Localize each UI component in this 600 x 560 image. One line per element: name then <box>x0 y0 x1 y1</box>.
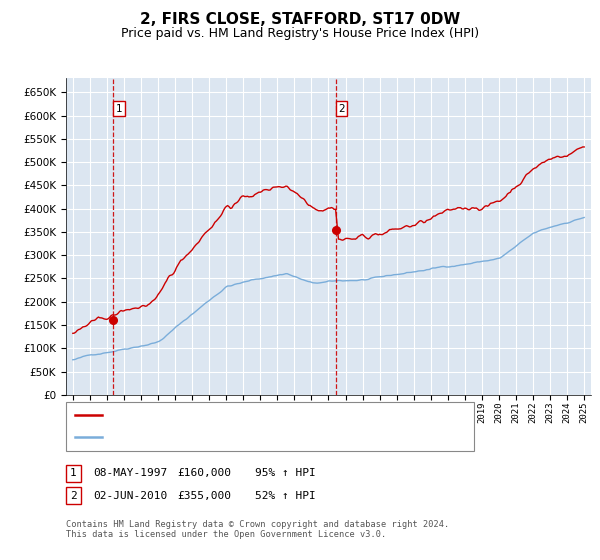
Text: £160,000: £160,000 <box>177 468 231 478</box>
Text: 2: 2 <box>338 104 345 114</box>
Text: 2: 2 <box>70 491 77 501</box>
Text: HPI: Average price, detached house, Stafford: HPI: Average price, detached house, Staf… <box>107 432 382 442</box>
Text: £355,000: £355,000 <box>177 491 231 501</box>
Text: 08-MAY-1997: 08-MAY-1997 <box>93 468 167 478</box>
Text: Contains HM Land Registry data © Crown copyright and database right 2024.
This d: Contains HM Land Registry data © Crown c… <box>66 520 449 539</box>
Text: 02-JUN-2010: 02-JUN-2010 <box>93 491 167 501</box>
Text: Price paid vs. HM Land Registry's House Price Index (HPI): Price paid vs. HM Land Registry's House … <box>121 27 479 40</box>
Text: 95% ↑ HPI: 95% ↑ HPI <box>255 468 316 478</box>
Text: 2, FIRS CLOSE, STAFFORD, ST17 0DW: 2, FIRS CLOSE, STAFFORD, ST17 0DW <box>140 12 460 27</box>
Text: 52% ↑ HPI: 52% ↑ HPI <box>255 491 316 501</box>
Text: 1: 1 <box>70 468 77 478</box>
Text: 2, FIRS CLOSE, STAFFORD, ST17 0DW (detached house): 2, FIRS CLOSE, STAFFORD, ST17 0DW (detac… <box>107 410 419 420</box>
Text: 1: 1 <box>116 104 122 114</box>
